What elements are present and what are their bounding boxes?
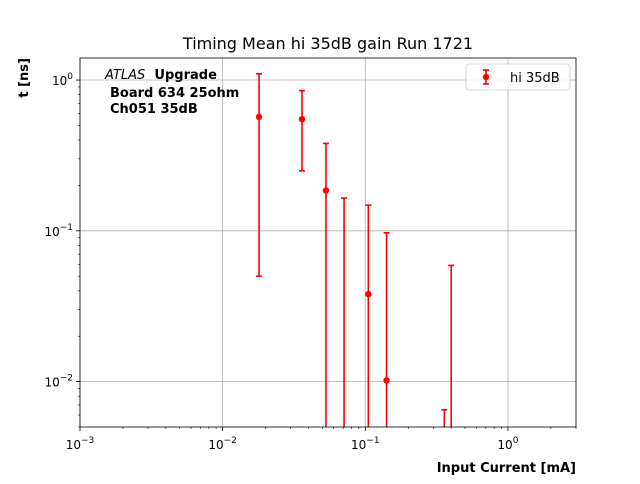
data-point	[255, 113, 263, 121]
y-tick-label: 100	[52, 72, 73, 88]
channel-label: Ch051 35dB	[110, 102, 198, 117]
legend-box	[465, 63, 571, 91]
board-label: Board 634 25ohm	[110, 86, 239, 101]
y-tick-label: 10−2	[44, 374, 73, 390]
data-point	[383, 377, 390, 384]
data-point	[322, 187, 330, 194]
y-axis-label: t [ns]	[17, 58, 32, 98]
atlas-italic-text: ATLAS	[104, 68, 145, 83]
data-point	[365, 290, 372, 298]
legend-label: hi 35dB	[510, 71, 560, 86]
x-tick-label: 100	[497, 436, 518, 452]
x-tick-label: 10−3	[66, 436, 95, 452]
legend: hi 35dB	[465, 63, 571, 91]
legend-marker	[482, 73, 490, 81]
x-tick-label: 10−2	[208, 436, 237, 452]
chart-title: Timing Mean hi 35dB gain Run 1721	[182, 34, 473, 53]
atlas-label: ATLAS Upgrade	[104, 68, 217, 83]
data-point	[298, 115, 306, 123]
data-layer	[255, 72, 455, 427]
plot-area: 10−3 10−2 10−1 100 10−2 10−1 100 hi 35dB	[44, 57, 577, 452]
axes-frame	[79, 57, 577, 428]
x-tick-label: 10−1	[351, 436, 380, 452]
atlas-bold-text: Upgrade	[154, 68, 217, 83]
x-axis-label: Input Current [mA]	[437, 461, 576, 476]
y-tick-label: 10−1	[44, 223, 73, 239]
